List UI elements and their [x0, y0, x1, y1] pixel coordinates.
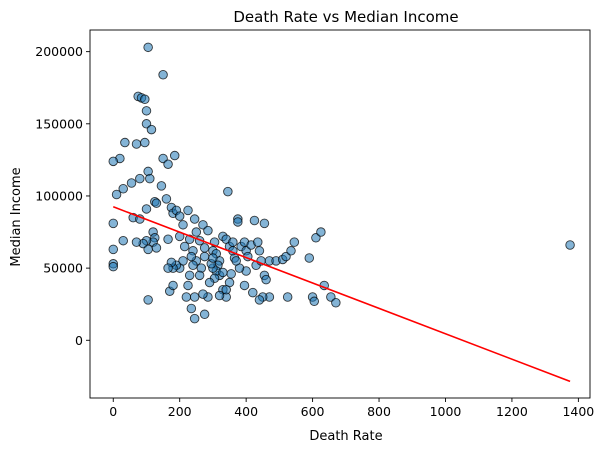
x-tick-label: 400: [234, 404, 258, 419]
data-point: [156, 181, 167, 191]
data-point: [181, 292, 192, 302]
data-point: [331, 298, 341, 308]
data-point: [146, 124, 157, 135]
data-point: [289, 237, 300, 247]
data-point: [233, 217, 243, 227]
trendline: [112, 206, 571, 383]
y-tick-label: 50000: [43, 261, 83, 276]
data-point: [286, 246, 296, 256]
data-point: [249, 215, 260, 226]
data-point: [118, 235, 128, 246]
data-point: [239, 280, 250, 291]
data-point: [261, 274, 271, 285]
data-point: [248, 287, 258, 298]
x-tick-label: 0: [109, 404, 117, 419]
data-point: [179, 241, 190, 252]
data-point: [259, 218, 270, 229]
data-point: [253, 237, 263, 247]
data-point: [141, 204, 152, 214]
data-point: [186, 303, 197, 314]
chart-title: Death Rate vs Median Income: [233, 8, 458, 26]
data-point: [151, 198, 162, 208]
x-tick-label: 1200: [496, 404, 528, 419]
data-point: [565, 240, 575, 250]
y-tick-label: 150000: [35, 116, 83, 131]
data-point: [188, 260, 198, 270]
data-point: [169, 150, 180, 161]
data-point: [199, 251, 210, 262]
data-point: [143, 244, 153, 255]
data-point: [111, 189, 122, 200]
data-point: [118, 183, 128, 194]
data-point: [198, 289, 208, 299]
data-point: [194, 270, 205, 281]
data-point: [316, 227, 326, 237]
data-point: [189, 313, 200, 324]
x-tick-label: 600: [301, 404, 325, 419]
y-axis: 0 50000 100000 150000 200000: [35, 44, 90, 348]
data-point: [131, 139, 142, 149]
data-point: [163, 234, 173, 244]
data-point: [163, 263, 173, 273]
data-point: [184, 270, 195, 281]
data-point: [189, 292, 200, 302]
data-point: [189, 214, 200, 224]
y-tick-label: 200000: [35, 44, 83, 59]
x-tick-label: 1400: [562, 404, 594, 419]
data-point: [199, 243, 210, 253]
plot-frame: [89, 29, 591, 399]
data-point: [254, 295, 265, 305]
data-point: [218, 267, 228, 278]
data-point: [168, 280, 178, 291]
data-point: [108, 244, 119, 255]
y-tick-label: 100000: [35, 188, 83, 203]
data-point: [151, 243, 162, 253]
data-point: [161, 194, 172, 204]
y-tick-label: 0: [75, 333, 83, 348]
data-point: [174, 211, 185, 221]
data-point: [143, 42, 153, 53]
data-point: [143, 295, 153, 305]
data-point: [108, 261, 119, 272]
data-point: [163, 159, 173, 169]
x-tick-label: 200: [168, 404, 192, 419]
y-axis-label: Median Income: [9, 167, 24, 266]
data-point: [223, 186, 233, 197]
data-point: [282, 292, 293, 302]
data-point: [191, 227, 202, 237]
x-axis: 0 200 400 600 800 1000 1200 1400: [109, 398, 594, 419]
data-point: [231, 256, 241, 266]
data-point: [221, 285, 231, 295]
x-axis-label: Death Rate: [309, 429, 382, 444]
data-point: [131, 237, 142, 247]
data-point: [108, 218, 119, 229]
data-point: [254, 246, 265, 256]
data-point: [183, 205, 193, 216]
data-point: [178, 220, 188, 230]
data-point: [126, 178, 137, 188]
data-point: [199, 309, 210, 320]
data-point: [228, 237, 238, 247]
data-point: [120, 137, 130, 148]
data-point: [145, 173, 155, 184]
data-point: [208, 253, 218, 263]
data-point: [204, 277, 215, 288]
data-point: [140, 94, 150, 105]
data-point: [183, 280, 193, 291]
data-point: [309, 296, 320, 307]
data-point: [140, 137, 150, 148]
data-point: [135, 173, 145, 184]
data-point: [214, 290, 225, 301]
data-point: [141, 106, 152, 116]
data-point: [304, 253, 315, 263]
data-point: [203, 225, 213, 236]
data-point: [186, 251, 197, 262]
data-point: [158, 69, 168, 80]
x-tick-label: 800: [367, 404, 391, 419]
x-tick-label: 1000: [430, 404, 462, 419]
points-layer: [108, 42, 575, 324]
data-point: [226, 269, 236, 279]
data-point: [108, 156, 119, 167]
